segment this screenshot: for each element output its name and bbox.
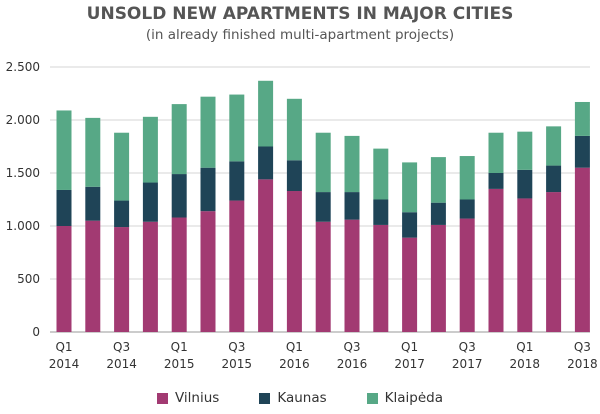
bar-kaunas-1 — [85, 186, 101, 221]
bar-kaunas-5 — [200, 167, 216, 212]
bar-klaipda-18 — [574, 101, 590, 136]
bar-vilnius-9 — [315, 221, 331, 332]
bar-kaunas-12 — [402, 212, 418, 238]
y-tick-label: 2.500 — [6, 60, 40, 74]
bar-vilnius-11 — [373, 224, 389, 332]
bar-kaunas-13 — [430, 202, 446, 225]
bar-vilnius-1 — [85, 220, 101, 332]
bar-kaunas-0 — [56, 189, 72, 226]
bar-kaunas-2 — [114, 200, 130, 228]
bar-klaipda-17 — [546, 126, 562, 166]
x-tick-label-quarter: Q1 — [171, 340, 188, 354]
x-tick-label-year: 2016 — [337, 357, 368, 371]
bar-vilnius-17 — [546, 192, 562, 332]
bar-klaipda-8 — [286, 98, 302, 161]
x-tick-label-quarter: Q3 — [343, 340, 360, 354]
bar-vilnius-18 — [574, 167, 590, 332]
bar-vilnius-7 — [258, 179, 274, 332]
legend-item-vilnius: Vilnius — [156, 390, 220, 406]
x-tick-label-year: 2018 — [510, 357, 541, 371]
x-tick-label-quarter: Q3 — [459, 340, 476, 354]
bar-kaunas-18 — [574, 135, 590, 168]
bar-kaunas-6 — [229, 161, 245, 201]
bar-kaunas-3 — [142, 182, 158, 222]
chart-title: UNSOLD NEW APARTMENTS IN MAJOR CITIES — [86, 4, 514, 24]
bar-vilnius-0 — [56, 226, 72, 332]
bar-kaunas-11 — [373, 199, 389, 225]
bar-kaunas-16 — [517, 169, 533, 199]
bar-klaipda-3 — [142, 116, 158, 183]
bar-klaipda-14 — [459, 156, 475, 200]
bar-vilnius-5 — [200, 211, 216, 332]
x-tick-label-year: 2018 — [567, 357, 598, 371]
bar-klaipda-0 — [56, 110, 72, 190]
legend-swatch-kaunas — [259, 392, 271, 404]
x-tick-label-year: 2014 — [49, 357, 80, 371]
bar-kaunas-7 — [258, 146, 274, 180]
bar-klaipda-5 — [200, 96, 216, 168]
x-tick-label-quarter: Q3 — [574, 340, 591, 354]
bar-vilnius-2 — [114, 227, 130, 332]
bar-vilnius-13 — [430, 224, 446, 332]
legend-label-klaipeda: Klaipėda — [384, 390, 443, 406]
y-tick-label: 0 — [32, 325, 40, 339]
bar-vilnius-4 — [171, 217, 187, 332]
x-tick-label-quarter: Q1 — [286, 340, 303, 354]
bar-kaunas-8 — [286, 160, 302, 192]
bar-vilnius-12 — [402, 237, 418, 332]
bar-vilnius-16 — [517, 198, 533, 332]
bar-klaipda-1 — [85, 117, 101, 187]
legend-item-klaipeda: Klaipėda — [366, 390, 443, 406]
bar-kaunas-14 — [459, 199, 475, 219]
bar-vilnius-10 — [344, 219, 360, 332]
x-tick-label-year: 2015 — [164, 357, 195, 371]
y-tick-label: 500 — [17, 272, 40, 286]
bar-klaipda-2 — [114, 132, 130, 201]
y-tick-label: 1.500 — [6, 166, 40, 180]
x-tick-label-quarter: Q1 — [55, 340, 72, 354]
bar-kaunas-9 — [315, 192, 331, 222]
bar-klaipda-13 — [430, 157, 446, 203]
bar-vilnius-8 — [286, 191, 302, 332]
legend-label-kaunas: Kaunas — [277, 390, 327, 406]
chart-legend: Vilnius Kaunas Klaipėda — [0, 390, 600, 406]
bar-vilnius-14 — [459, 218, 475, 332]
x-tick-label-quarter: Q1 — [401, 340, 418, 354]
bar-klaipda-16 — [517, 131, 533, 170]
y-tick-label: 1.000 — [6, 219, 40, 233]
bar-vilnius-15 — [488, 188, 504, 332]
x-tick-label-year: 2016 — [279, 357, 310, 371]
bar-klaipda-6 — [229, 94, 245, 162]
bar-klaipda-10 — [344, 135, 360, 193]
x-tick-label-quarter: Q3 — [228, 340, 245, 354]
bar-klaipda-9 — [315, 132, 331, 193]
bar-kaunas-15 — [488, 173, 504, 189]
legend-item-kaunas: Kaunas — [259, 390, 327, 406]
bar-klaipda-12 — [402, 162, 418, 213]
x-tick-label-quarter: Q3 — [113, 340, 130, 354]
legend-swatch-vilnius — [156, 392, 168, 404]
bar-kaunas-4 — [171, 174, 187, 218]
x-tick-label-year: 2015 — [222, 357, 253, 371]
y-tick-label: 2.000 — [6, 113, 40, 127]
bar-kaunas-10 — [344, 192, 360, 220]
x-tick-label-year: 2017 — [452, 357, 483, 371]
bar-klaipda-7 — [258, 80, 274, 147]
x-tick-label-year: 2017 — [394, 357, 425, 371]
x-tick-label-quarter: Q1 — [516, 340, 533, 354]
bar-klaipda-11 — [373, 148, 389, 200]
bar-vilnius-3 — [142, 221, 158, 332]
x-tick-label-year: 2014 — [106, 357, 137, 371]
bar-vilnius-6 — [229, 200, 245, 332]
chart-subtitle: (in already finished multi-apartment pro… — [145, 27, 455, 43]
legend-label-vilnius: Vilnius — [174, 390, 220, 406]
bar-kaunas-17 — [546, 165, 562, 193]
legend-swatch-klaipeda — [366, 392, 378, 404]
bar-klaipda-15 — [488, 132, 504, 173]
bar-klaipda-4 — [171, 104, 187, 175]
